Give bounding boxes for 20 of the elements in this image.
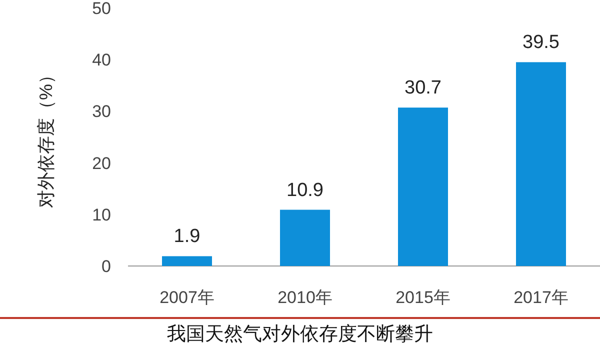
y-tick-label: 20 (92, 154, 111, 173)
bar (398, 108, 448, 266)
y-axis-title: 对外依存度（%） (36, 66, 56, 208)
bar (516, 62, 566, 266)
y-tick-label: 50 (92, 0, 111, 18)
y-tick-label: 10 (92, 205, 111, 224)
data-label: 39.5 (522, 32, 560, 54)
data-label: 30.7 (404, 78, 442, 99)
y-tick-label: 40 (92, 50, 111, 70)
x-tick-label: 2017年 (514, 288, 568, 307)
data-label: 1.9 (174, 226, 200, 248)
text: 我国天然气对外依存度不断攀升 (167, 323, 433, 345)
y-tick-label: 30 (92, 102, 111, 122)
x-tick-label: 2010年 (278, 288, 332, 307)
x-tick-label: 2015年 (396, 288, 450, 307)
bar (162, 256, 212, 266)
x-tick-label: 2007年 (160, 288, 214, 307)
bar (280, 210, 330, 266)
data-label: 10.9 (286, 180, 324, 201)
y-tick-label: 0 (102, 257, 111, 276)
